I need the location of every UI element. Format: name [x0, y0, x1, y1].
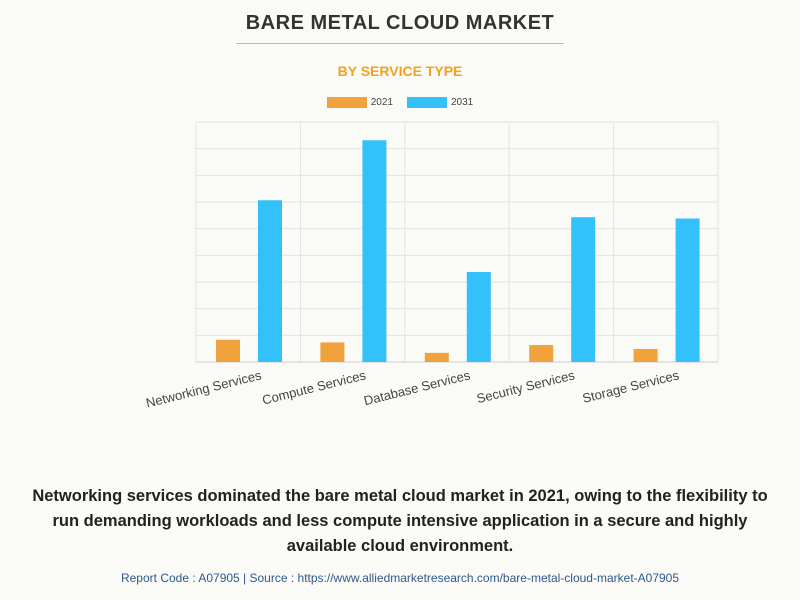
- bar-2021-compute-services: [320, 342, 345, 362]
- bar-2021-storage-services: [633, 348, 658, 362]
- bar-2031-database-services: [466, 272, 491, 362]
- bar-2031-storage-services: [675, 218, 700, 362]
- bar-2031-networking-services: [258, 200, 282, 362]
- chart-subtitle: BY SERVICE TYPE: [337, 63, 463, 79]
- legend-label-2031: 2031: [451, 97, 474, 108]
- chart-title: BARE METAL CLOUD MARKET: [245, 12, 555, 34]
- bar-2021-database-services: [424, 352, 449, 362]
- legend-item-2021: 2021: [326, 97, 393, 108]
- x-tick-label: Compute Services: [261, 367, 368, 407]
- legend-label-2021: 2021: [370, 97, 393, 108]
- bar-2021-security-services: [529, 345, 554, 362]
- legend: 2021 2031: [0, 97, 800, 108]
- chart-caption: Networking services dominated the bare m…: [32, 487, 768, 555]
- x-tick-label: Database Services: [362, 367, 472, 408]
- legend-swatch-2021: [326, 97, 367, 108]
- x-tick-label: Networking Services: [144, 367, 263, 410]
- x-tick-label: Security Services: [475, 367, 577, 406]
- legend-item-2031: 2031: [407, 97, 473, 108]
- report-source-footer: Report Code : A07905 | Source : https://…: [120, 571, 680, 585]
- title-divider: [236, 43, 564, 44]
- bar-2031-compute-services: [362, 140, 387, 362]
- bar-2021-networking-services: [216, 339, 240, 362]
- x-tick-label: Storage Services: [581, 367, 681, 406]
- bar-2031-security-services: [571, 217, 596, 362]
- legend-swatch-2031: [407, 97, 447, 108]
